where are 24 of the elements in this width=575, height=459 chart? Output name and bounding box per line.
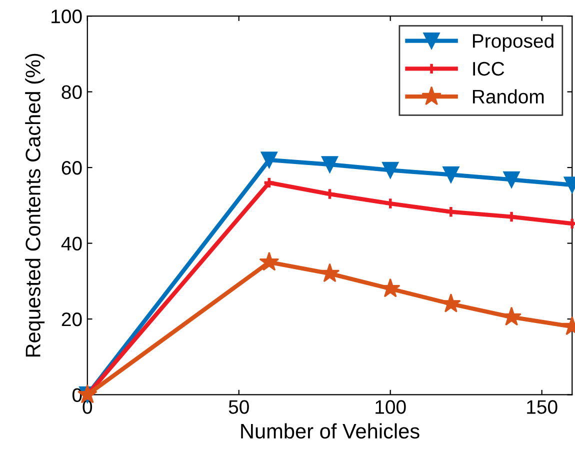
x-tick-label: 50 <box>228 400 249 414</box>
point <box>262 176 276 189</box>
y-tick-label: 40 <box>61 236 82 251</box>
point <box>321 156 338 173</box>
y-axis-title: Requested Contents Cached (%) <box>25 54 45 357</box>
y-tick-label: 60 <box>62 161 82 175</box>
point <box>503 171 520 188</box>
y-tick-label: 100 <box>52 10 82 24</box>
point <box>502 306 522 326</box>
legend-label: ICC <box>473 62 504 76</box>
x-axis-title: Number of Vehicles <box>241 423 420 439</box>
legend-label: Proposed <box>472 34 554 52</box>
y-tick-label: 80 <box>62 85 82 100</box>
point <box>260 152 278 168</box>
point <box>384 197 397 210</box>
point <box>382 162 399 179</box>
point <box>320 263 340 282</box>
legend-label: Random <box>472 89 544 104</box>
x-tick-label: 100 <box>376 400 406 414</box>
point <box>324 188 336 200</box>
point <box>442 166 460 184</box>
x-tick-label: 150 <box>527 400 558 414</box>
y-tick-label: 20 <box>62 312 82 326</box>
point <box>259 252 280 271</box>
